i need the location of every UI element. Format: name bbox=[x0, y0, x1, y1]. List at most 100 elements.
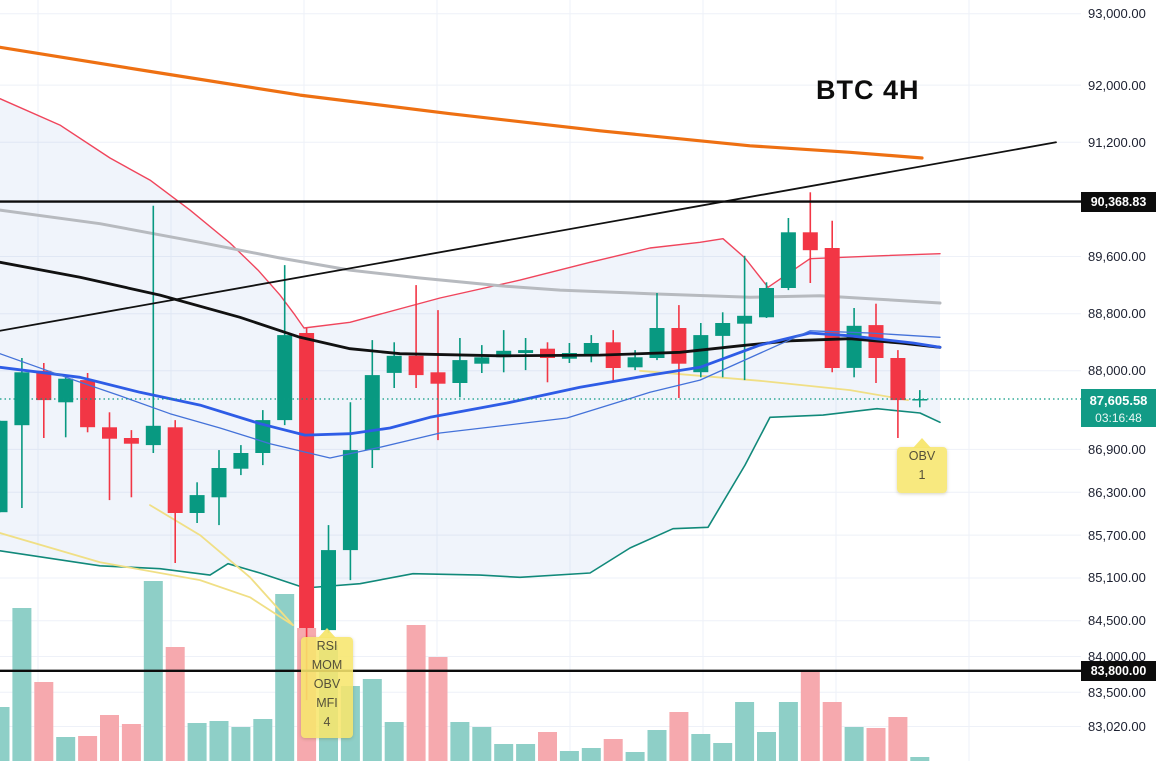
volume-bar bbox=[165, 647, 185, 761]
volume-bar bbox=[866, 728, 886, 761]
price-axis-label: 85,700.00 bbox=[1088, 527, 1146, 543]
candle-body bbox=[277, 335, 293, 421]
candle-body bbox=[211, 468, 227, 498]
gray-ma-line bbox=[0, 208, 942, 305]
volume-bar bbox=[669, 712, 689, 761]
candle-body bbox=[123, 438, 139, 444]
volume-bar bbox=[275, 594, 295, 761]
level-price-text: 90,368.83 bbox=[1090, 194, 1147, 209]
candle-body bbox=[890, 358, 906, 401]
volume-bar bbox=[0, 707, 10, 761]
note-pointer-icon bbox=[318, 628, 336, 638]
candle-body bbox=[780, 232, 796, 288]
note-pointer-icon bbox=[913, 438, 931, 448]
volume-bar bbox=[581, 748, 601, 761]
candle-body bbox=[0, 420, 8, 513]
volume-bar bbox=[625, 752, 645, 761]
candle-body bbox=[759, 288, 774, 318]
bar-countdown: 03:16:48 bbox=[1095, 410, 1142, 425]
volume-bar bbox=[713, 743, 733, 761]
volume-bar bbox=[472, 727, 492, 761]
price-level-badge: 83,800.00 bbox=[1081, 660, 1156, 681]
volume-bar bbox=[603, 739, 623, 761]
note-text-line: OBV bbox=[313, 677, 341, 691]
volume-bar bbox=[910, 757, 930, 761]
indicator-note[interactable]: RSI MOM OBV MFI 4 bbox=[301, 628, 353, 738]
black-ma-line bbox=[0, 260, 942, 358]
candle-body bbox=[627, 357, 643, 368]
volume-bar bbox=[12, 608, 32, 761]
price-axis-label: 91,200.00 bbox=[1088, 134, 1146, 150]
candle-body bbox=[80, 380, 96, 428]
volume-bar bbox=[516, 744, 536, 761]
candle-body bbox=[408, 355, 424, 376]
volume-bar bbox=[100, 715, 119, 761]
price-axis-label: 84,000.00 bbox=[1088, 649, 1146, 665]
candle-body bbox=[474, 357, 490, 364]
candle-body bbox=[364, 375, 380, 451]
candle-body bbox=[496, 350, 512, 358]
candle-body bbox=[824, 248, 840, 368]
price-axis-label: 89,600.00 bbox=[1088, 249, 1146, 265]
candle-body bbox=[255, 420, 271, 453]
volume-bar bbox=[450, 722, 470, 761]
note-text-line: 4 bbox=[323, 715, 331, 729]
price-axis-label: 88,800.00 bbox=[1088, 306, 1146, 322]
price-level-badge: 90,368.83 bbox=[1081, 191, 1156, 212]
candle-body bbox=[14, 372, 30, 426]
volume-bar bbox=[559, 751, 579, 761]
candle-body bbox=[342, 450, 358, 551]
candle-body bbox=[649, 328, 665, 358]
volume-bar bbox=[538, 732, 557, 761]
candle-body bbox=[321, 550, 336, 631]
price-axis-label: 86,900.00 bbox=[1088, 441, 1146, 457]
yellow-ma-line bbox=[0, 532, 294, 626]
candle-body bbox=[912, 399, 928, 401]
volume-bar bbox=[406, 625, 426, 761]
price-axis-label: 86,300.00 bbox=[1088, 484, 1146, 500]
candle-body bbox=[36, 370, 52, 401]
price-axis-label: 84,500.00 bbox=[1088, 613, 1146, 629]
level-price-text: 83,800.00 bbox=[1090, 663, 1147, 678]
candle-body bbox=[737, 315, 753, 324]
volume-bar bbox=[822, 702, 842, 761]
candle-body bbox=[693, 335, 709, 373]
volume-bar bbox=[34, 682, 54, 761]
candle-body bbox=[299, 333, 315, 628]
lower-band-line bbox=[0, 407, 941, 589]
note-text-line: OBV bbox=[908, 449, 936, 463]
volume-bar bbox=[384, 722, 404, 761]
volume-bar bbox=[691, 734, 711, 761]
price-scale[interactable]: 93,000.00 92,000.00 91,200.00 89,600.00 88,8… bbox=[1081, 0, 1156, 761]
candle-body bbox=[145, 425, 161, 446]
price-axis-label: 88,000.00 bbox=[1088, 363, 1146, 379]
blue-ma-thin-line bbox=[0, 330, 941, 459]
orange-ma-line bbox=[0, 45, 924, 160]
volume-bar bbox=[800, 672, 820, 761]
blue-ma-thick-line bbox=[0, 331, 942, 437]
note-text-line: RSI bbox=[316, 639, 338, 653]
note-text: OBV 1 bbox=[897, 447, 947, 485]
current-price-badge: 87,605.58 03:16:48 bbox=[1081, 389, 1156, 427]
volume-bar bbox=[231, 727, 251, 761]
obv-note[interactable]: OBV 1 bbox=[897, 438, 947, 493]
symbol-timeframe-label: BTC 4H bbox=[816, 75, 920, 105]
candle-body bbox=[518, 350, 534, 353]
volume-bar bbox=[494, 744, 514, 761]
note-text-line: 1 bbox=[918, 468, 926, 482]
volume-bar bbox=[647, 730, 667, 761]
volume-bar bbox=[778, 702, 798, 761]
note-text: RSI MOM OBV MFI 4 bbox=[301, 637, 353, 732]
note-text-line: MFI bbox=[316, 696, 338, 710]
volume-bar bbox=[844, 727, 864, 761]
candles bbox=[0, 192, 928, 701]
candle-body bbox=[233, 453, 249, 469]
trendline bbox=[0, 141, 1057, 332]
candle-body bbox=[540, 348, 555, 358]
volume-bar bbox=[735, 702, 755, 761]
band-fill-area bbox=[0, 98, 940, 588]
current-price-text: 87,605.58 bbox=[1089, 392, 1148, 408]
price-axis-label: 85,100.00 bbox=[1088, 570, 1146, 586]
volume-bar bbox=[428, 657, 448, 761]
